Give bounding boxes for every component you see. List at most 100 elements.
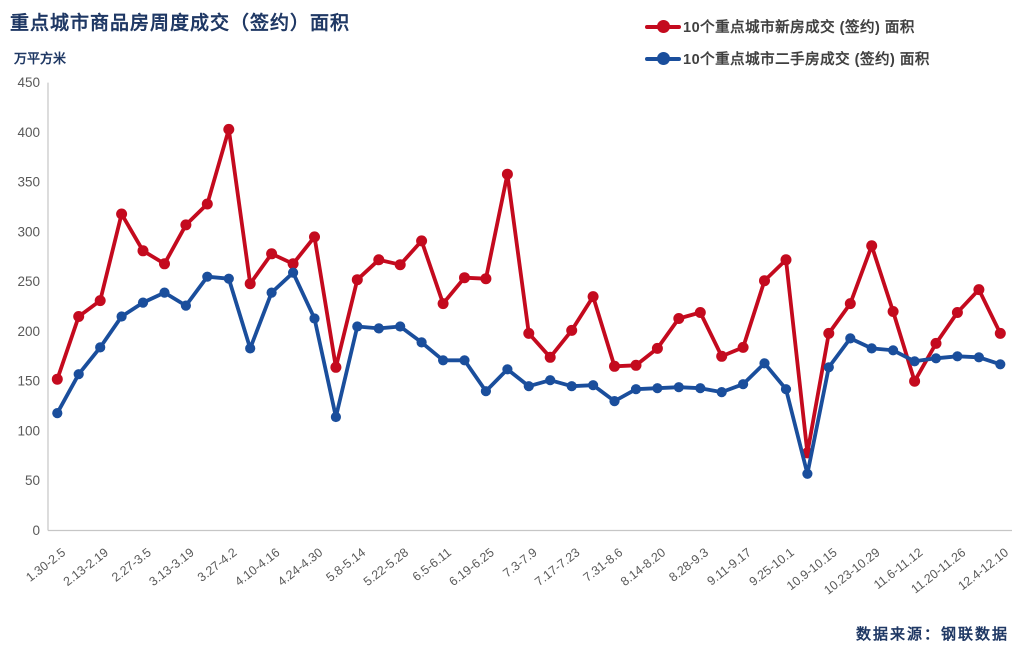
chart-title: 重点城市商品房周度成交（签约）面积 [10, 13, 351, 34]
data-point-marker [909, 356, 920, 367]
data-point-marker [802, 468, 813, 479]
data-point-marker [952, 351, 963, 362]
data-point-marker [395, 321, 406, 332]
y-tick-label: 0 [32, 523, 40, 538]
data-point-marker [416, 337, 427, 348]
legend-item-new-homes: 10个重点城市新房成交 (签约) 面积 [645, 16, 930, 37]
data-point-marker [759, 358, 770, 369]
data-point-marker [994, 327, 1006, 339]
data-point-marker [116, 208, 128, 220]
data-point-marker [823, 327, 835, 339]
x-tick-label: 3.13-3.19 [146, 545, 196, 589]
y-tick-label: 450 [17, 75, 40, 90]
y-tick-label: 350 [17, 175, 40, 190]
legend-marker-blue-line-dot-icon [645, 52, 681, 65]
x-tick-label: 5.22-5.28 [361, 545, 411, 589]
y-tick-label: 400 [17, 125, 40, 140]
data-point-marker [544, 351, 556, 363]
data-point-marker [95, 342, 106, 353]
data-point-marker [437, 298, 449, 310]
data-point-marker [930, 353, 942, 364]
data-point-marker [630, 359, 642, 371]
data-point-marker [866, 343, 877, 354]
data-point-marker [480, 386, 491, 397]
data-point-marker [588, 380, 599, 391]
data-point-marker [823, 362, 834, 373]
data-point-marker [651, 342, 663, 354]
data-point-marker [480, 273, 492, 285]
data-point-marker [287, 258, 299, 270]
y-tick-label: 50 [25, 473, 40, 488]
data-point-marker [52, 408, 63, 419]
data-point-marker [609, 360, 620, 372]
data-point-marker [566, 324, 578, 336]
data-point-marker [330, 411, 341, 423]
legend: 10个重点城市新房成交 (签约) 面积 10个重点城市二手房成交 (签约) 面积 [645, 16, 930, 69]
data-point-marker [909, 375, 921, 387]
data-point-marker [566, 381, 577, 392]
data-point-marker [351, 274, 363, 286]
legend-dot-icon [657, 20, 670, 33]
data-point-marker [245, 343, 256, 354]
y-tick-label: 200 [17, 324, 40, 339]
x-tick-label: 4.10-4.16 [232, 545, 282, 589]
legend-label-new-homes: 10个重点城市新房成交 (签约) 面积 [683, 20, 915, 36]
legend-item-secondhand-homes: 10个重点城市二手房成交 (签约) 面积 [645, 48, 930, 69]
data-point-marker [737, 341, 749, 353]
data-point-marker [180, 219, 192, 231]
y-axis-unit-label: 万平方米 [14, 51, 67, 66]
data-point-marker [373, 323, 384, 334]
data-point-marker [288, 267, 299, 278]
data-point-marker [137, 297, 149, 308]
x-tick-label: 2.13-2.19 [61, 545, 111, 589]
legend-label-secondhand-homes: 10个重点城市二手房成交 (签约) 面积 [683, 52, 930, 68]
data-point-marker [930, 337, 942, 349]
data-point-marker [523, 381, 534, 392]
data-point-marker [202, 271, 213, 282]
y-tick-label: 250 [17, 274, 40, 289]
data-source-credit: 数据来源：钢联数据 [855, 626, 1009, 643]
data-point-marker [159, 258, 170, 270]
data-point-marker [694, 307, 706, 318]
data-point-marker [587, 291, 599, 303]
data-point-marker [501, 168, 513, 180]
data-point-marker [780, 384, 792, 395]
legend-dot-icon [657, 52, 670, 65]
data-point-marker [845, 333, 856, 344]
data-point-marker [695, 383, 706, 394]
x-tick-label: 8.14-8.20 [618, 545, 668, 589]
data-point-marker [630, 384, 642, 395]
data-point-marker [759, 275, 770, 287]
data-point-marker [73, 311, 85, 322]
data-point-marker [673, 382, 684, 393]
data-point-marker [844, 298, 856, 310]
data-point-marker [51, 373, 63, 385]
y-tick-label: 300 [17, 224, 40, 239]
data-point-marker [866, 240, 878, 252]
data-point-marker [309, 231, 320, 243]
data-point-marker [223, 123, 235, 135]
data-point-marker [951, 307, 963, 318]
data-point-marker [973, 352, 985, 363]
data-point-marker [94, 295, 106, 307]
data-point-marker [502, 364, 513, 375]
x-tick-label: 4.24-4.30 [275, 545, 325, 589]
data-point-marker [373, 254, 385, 266]
data-point-marker [887, 306, 899, 317]
legend-marker-red-line-dot-icon [645, 20, 681, 33]
data-point-marker [330, 361, 342, 373]
data-point-marker [266, 287, 277, 298]
data-point-marker [652, 383, 663, 394]
y-tick-label: 100 [17, 423, 40, 438]
data-point-marker [159, 287, 170, 298]
data-point-marker [459, 272, 470, 284]
data-point-marker [673, 313, 685, 324]
data-point-marker [609, 396, 620, 407]
data-point-marker [223, 273, 234, 284]
data-point-marker [523, 327, 535, 339]
data-point-marker [137, 245, 149, 257]
x-tick-label: 6.19-6.25 [447, 545, 497, 589]
data-point-marker [459, 355, 470, 366]
